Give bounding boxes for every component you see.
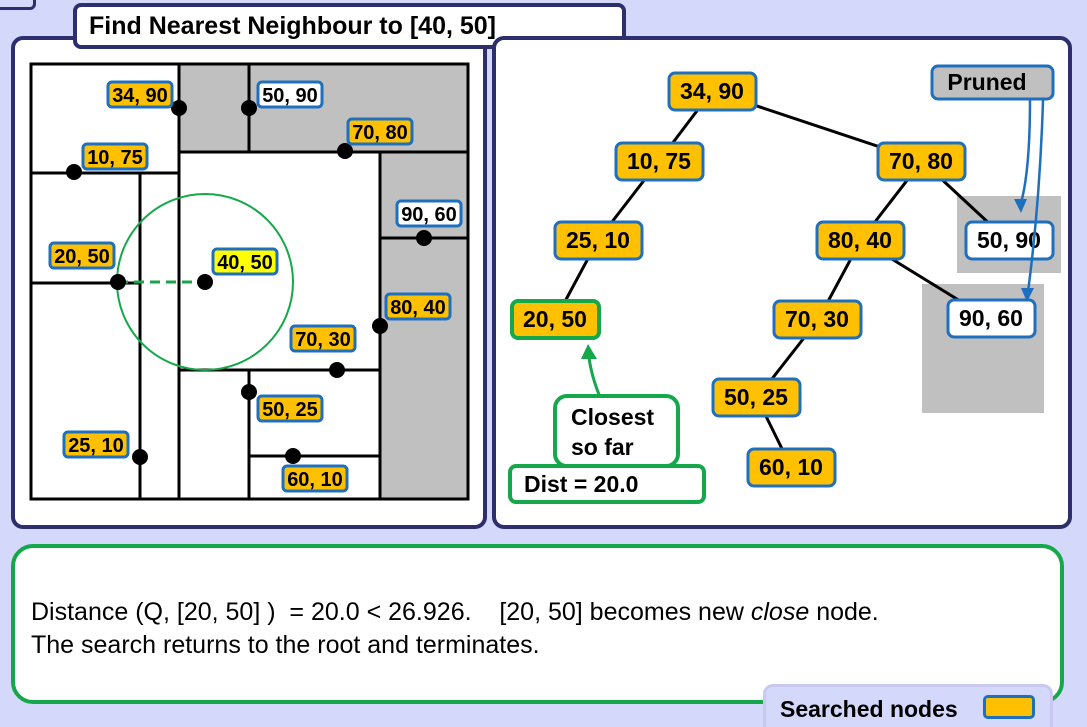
- dist-label: Dist = 20.0: [524, 471, 638, 497]
- tree-node-80-40: 80, 40: [828, 227, 892, 253]
- tree-panel: 34, 90 10, 75 70, 80 25, 10 80, 40 50, 9…: [492, 36, 1072, 529]
- data-points: [66, 100, 432, 465]
- tree-node-25-10: 25, 10: [566, 227, 630, 253]
- diagram-title: Find Nearest Neighbour to [40, 50]: [73, 3, 626, 49]
- explanation-line-1: Distance (Q, [20, 50] ) = 20.0 < 26.926.…: [31, 598, 879, 627]
- tree-node-70-30: 70, 30: [785, 306, 849, 332]
- pruned-label: Pruned: [947, 69, 1026, 95]
- space-label-50-90: 50, 90: [262, 85, 318, 107]
- space-label-10-75: 10, 75: [87, 147, 143, 169]
- explanation-line-1-italic: close: [750, 598, 810, 626]
- space-label-50-25: 50, 25: [262, 399, 318, 421]
- space-label-34-90: 34, 90: [112, 85, 168, 107]
- pruned-arrow-50-90: [1019, 99, 1032, 204]
- space-label-70-80: 70, 80: [352, 122, 408, 144]
- space-diagram: 34, 90 50, 90 70, 80 10, 75 90, 60 20, 5…: [29, 62, 470, 501]
- closest-label-line1: Closest: [571, 404, 654, 430]
- query-label: 40, 50: [217, 252, 273, 274]
- legend-swatch-searched: [983, 695, 1035, 719]
- closest-label-line2: so far: [571, 434, 634, 460]
- pruned-arrow-90-60: [1026, 99, 1045, 293]
- pruned-region-top: [179, 64, 468, 152]
- tree-node-90-60: 90, 60: [959, 305, 1023, 331]
- legend: Searched nodes: [763, 684, 1053, 727]
- kd-tree-diagram: 34, 90 10, 75 70, 80 25, 10 80, 40 50, 9…: [508, 64, 1061, 504]
- space-label-25-10: 25, 10: [68, 435, 124, 457]
- closest-arrow: [587, 357, 602, 398]
- tree-node-20-50: 20, 50: [523, 306, 587, 332]
- tree-node-10-75: 10, 75: [627, 148, 691, 174]
- space-label-70-30: 70, 30: [295, 329, 351, 351]
- tree-node-70-80: 70, 80: [889, 148, 953, 174]
- space-label-60-10: 60, 10: [287, 469, 343, 491]
- space-panel: 34, 90 50, 90 70, 80 10, 75 90, 60 20, 5…: [11, 36, 487, 529]
- explanation-line-2: The search returns to the root and termi…: [31, 631, 540, 659]
- tree-node-50-25: 50, 25: [724, 384, 788, 410]
- tree-node-34-90: 34, 90: [680, 78, 744, 104]
- legend-label: Searched nodes: [780, 696, 958, 722]
- tree-node-60-10: 60, 10: [759, 454, 823, 480]
- space-label-80-40: 80, 40: [390, 297, 446, 319]
- explanation-box: Distance (Q, [20, 50] ) = 20.0 < 26.926.…: [11, 544, 1064, 704]
- explanation-line-1-prefix: Distance (Q, [20, 50] ) = 20.0 < 26.926.…: [31, 598, 751, 626]
- corner-tab: [0, 0, 36, 10]
- space-label-90-60: 90, 60: [401, 204, 457, 226]
- space-label-20-50: 20, 50: [54, 246, 110, 268]
- explanation-line-1-suffix: node.: [809, 598, 879, 626]
- tree-node-50-90: 50, 90: [977, 227, 1041, 253]
- closest-arrow-head: [581, 344, 597, 359]
